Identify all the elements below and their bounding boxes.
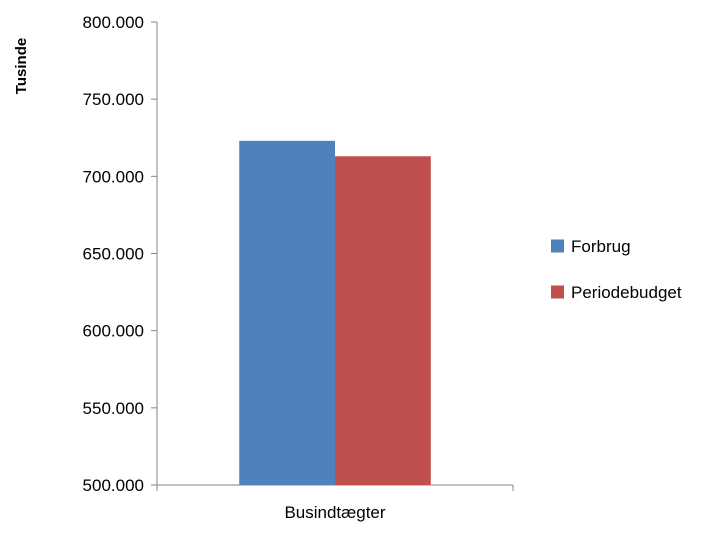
legend-swatch-forbrug — [551, 239, 564, 253]
y-tick-label: 550.000 — [83, 399, 144, 418]
y-tick-label: 650.000 — [83, 245, 144, 264]
y-tick-label: 500.000 — [83, 476, 144, 495]
y-axis-ticks: 500.000 550.000 600.000 650.000 700.000 750.0… — [83, 13, 157, 495]
x-tick-label: Busindtægter — [284, 503, 385, 522]
y-tick-label: 750.000 — [83, 90, 144, 109]
y-tick-label: 700.000 — [83, 167, 144, 186]
bar-forbrug — [239, 140, 335, 485]
y-tick-label: 600.000 — [83, 322, 144, 341]
legend-label-forbrug: Forbrug — [571, 237, 631, 256]
legend: Forbrug Periodebudget — [551, 237, 682, 302]
x-axis-ticks: Busindtægter — [156, 485, 514, 522]
y-tick-label: 800.000 — [83, 13, 144, 32]
bar-periodebudget — [335, 156, 431, 485]
bars — [239, 140, 431, 485]
y-axis-title: Tusinde — [13, 38, 30, 94]
legend-swatch-periodebudget — [551, 285, 564, 299]
legend-label-periodebudget: Periodebudget — [571, 283, 682, 302]
